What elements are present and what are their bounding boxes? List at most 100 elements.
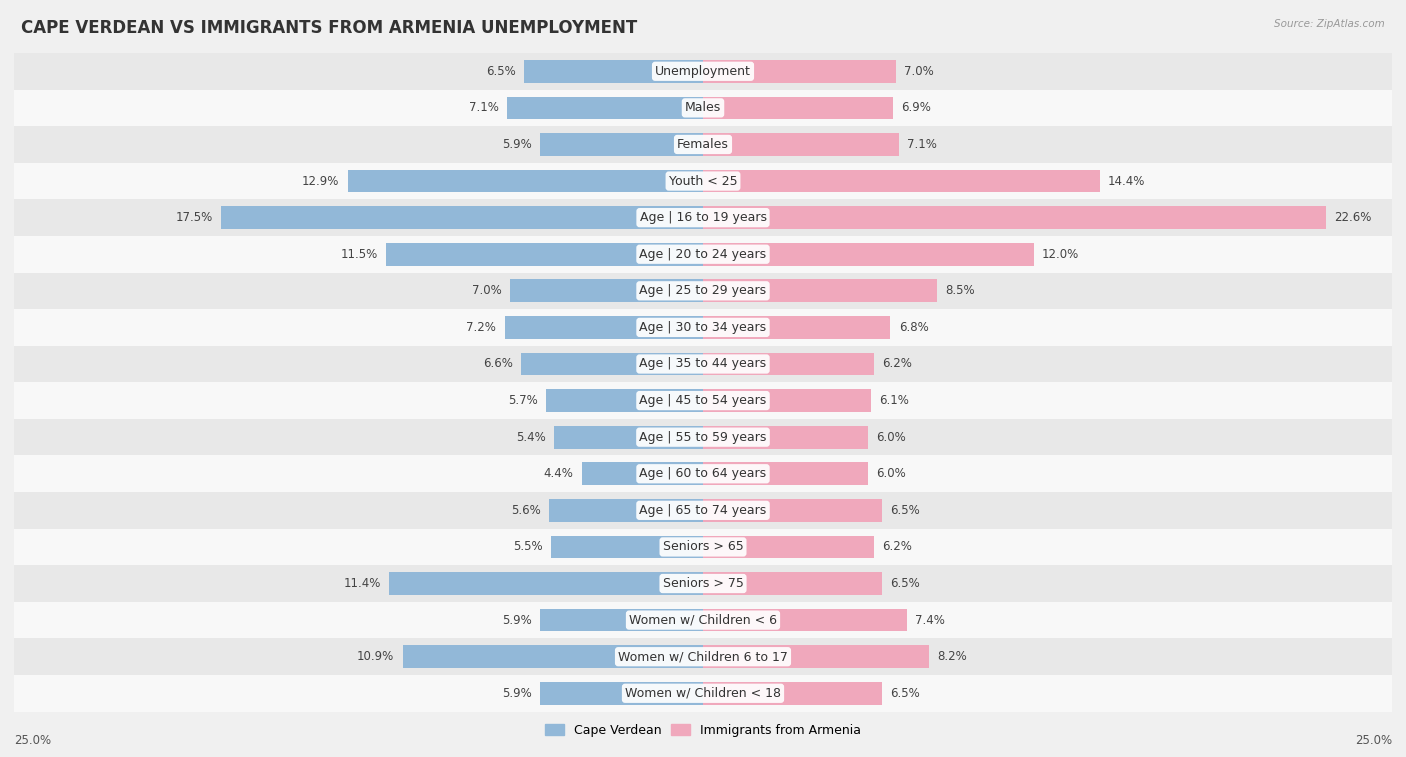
Text: 14.4%: 14.4% bbox=[1108, 175, 1146, 188]
Text: 25.0%: 25.0% bbox=[1355, 734, 1392, 746]
Text: 5.9%: 5.9% bbox=[502, 614, 531, 627]
Bar bbox=[14, 456, 1392, 492]
Text: 12.0%: 12.0% bbox=[1042, 248, 1080, 260]
Bar bbox=[14, 53, 1392, 89]
Bar bbox=[14, 346, 1392, 382]
Text: Youth < 25: Youth < 25 bbox=[669, 175, 737, 188]
Text: Males: Males bbox=[685, 101, 721, 114]
Text: 6.9%: 6.9% bbox=[901, 101, 931, 114]
Text: CAPE VERDEAN VS IMMIGRANTS FROM ARMENIA UNEMPLOYMENT: CAPE VERDEAN VS IMMIGRANTS FROM ARMENIA … bbox=[21, 19, 637, 37]
Text: Age | 30 to 34 years: Age | 30 to 34 years bbox=[640, 321, 766, 334]
Text: Women w/ Children 6 to 17: Women w/ Children 6 to 17 bbox=[619, 650, 787, 663]
Text: Age | 25 to 29 years: Age | 25 to 29 years bbox=[640, 285, 766, 298]
Bar bbox=[703, 133, 898, 156]
Text: 25.0%: 25.0% bbox=[14, 734, 51, 746]
Bar bbox=[540, 682, 703, 705]
Bar bbox=[347, 170, 703, 192]
Bar bbox=[703, 426, 869, 448]
Bar bbox=[14, 163, 1392, 199]
Text: 4.4%: 4.4% bbox=[544, 467, 574, 480]
Text: Age | 55 to 59 years: Age | 55 to 59 years bbox=[640, 431, 766, 444]
Text: 5.9%: 5.9% bbox=[502, 687, 531, 699]
Text: Seniors > 75: Seniors > 75 bbox=[662, 577, 744, 590]
Text: 8.5%: 8.5% bbox=[945, 285, 976, 298]
Text: 6.0%: 6.0% bbox=[876, 467, 907, 480]
Text: 6.8%: 6.8% bbox=[898, 321, 928, 334]
Bar bbox=[703, 170, 1099, 192]
Text: 5.7%: 5.7% bbox=[508, 394, 537, 407]
Bar bbox=[524, 60, 703, 83]
Text: Unemployment: Unemployment bbox=[655, 65, 751, 78]
Bar bbox=[703, 646, 929, 668]
Bar bbox=[508, 97, 703, 119]
Bar bbox=[703, 97, 893, 119]
Bar bbox=[510, 279, 703, 302]
Bar bbox=[14, 638, 1392, 675]
Bar bbox=[582, 463, 703, 485]
Text: 10.9%: 10.9% bbox=[357, 650, 394, 663]
Bar bbox=[548, 499, 703, 522]
Text: 6.5%: 6.5% bbox=[890, 504, 920, 517]
Bar bbox=[703, 353, 875, 375]
Bar bbox=[505, 316, 703, 338]
Bar bbox=[546, 389, 703, 412]
Bar bbox=[14, 273, 1392, 309]
Text: Age | 45 to 54 years: Age | 45 to 54 years bbox=[640, 394, 766, 407]
Text: 22.6%: 22.6% bbox=[1334, 211, 1371, 224]
Bar bbox=[14, 419, 1392, 456]
Bar bbox=[522, 353, 703, 375]
Text: 7.2%: 7.2% bbox=[467, 321, 496, 334]
Bar bbox=[14, 528, 1392, 565]
Text: 7.0%: 7.0% bbox=[904, 65, 934, 78]
Text: 7.0%: 7.0% bbox=[472, 285, 502, 298]
Bar bbox=[554, 426, 703, 448]
Text: Age | 20 to 24 years: Age | 20 to 24 years bbox=[640, 248, 766, 260]
Text: Females: Females bbox=[678, 138, 728, 151]
Bar bbox=[540, 609, 703, 631]
Bar bbox=[703, 389, 872, 412]
Bar bbox=[703, 682, 882, 705]
Bar bbox=[703, 572, 882, 595]
Text: 5.9%: 5.9% bbox=[502, 138, 531, 151]
Bar bbox=[389, 572, 703, 595]
Text: 7.4%: 7.4% bbox=[915, 614, 945, 627]
Text: Seniors > 65: Seniors > 65 bbox=[662, 540, 744, 553]
Text: 8.2%: 8.2% bbox=[938, 650, 967, 663]
Text: 11.5%: 11.5% bbox=[340, 248, 378, 260]
Bar bbox=[14, 492, 1392, 528]
Text: Age | 65 to 74 years: Age | 65 to 74 years bbox=[640, 504, 766, 517]
Bar bbox=[387, 243, 703, 266]
Bar bbox=[703, 243, 1033, 266]
Text: 6.0%: 6.0% bbox=[876, 431, 907, 444]
Text: 5.6%: 5.6% bbox=[510, 504, 540, 517]
Bar bbox=[703, 536, 875, 558]
Legend: Cape Verdean, Immigrants from Armenia: Cape Verdean, Immigrants from Armenia bbox=[540, 718, 866, 742]
Text: Women w/ Children < 18: Women w/ Children < 18 bbox=[626, 687, 780, 699]
Bar bbox=[14, 89, 1392, 126]
Bar bbox=[703, 499, 882, 522]
Text: Age | 16 to 19 years: Age | 16 to 19 years bbox=[640, 211, 766, 224]
Bar bbox=[703, 316, 890, 338]
Bar bbox=[703, 609, 907, 631]
Bar bbox=[14, 675, 1392, 712]
Bar bbox=[703, 279, 938, 302]
Bar bbox=[221, 207, 703, 229]
Bar bbox=[703, 207, 1326, 229]
Text: Age | 60 to 64 years: Age | 60 to 64 years bbox=[640, 467, 766, 480]
Text: 5.5%: 5.5% bbox=[513, 540, 543, 553]
Bar bbox=[540, 133, 703, 156]
Text: 6.2%: 6.2% bbox=[882, 357, 912, 370]
Bar bbox=[14, 236, 1392, 273]
Bar bbox=[14, 126, 1392, 163]
Bar bbox=[14, 382, 1392, 419]
Text: 7.1%: 7.1% bbox=[907, 138, 936, 151]
Text: 17.5%: 17.5% bbox=[176, 211, 212, 224]
Text: 6.1%: 6.1% bbox=[879, 394, 910, 407]
Bar bbox=[551, 536, 703, 558]
Text: 6.6%: 6.6% bbox=[484, 357, 513, 370]
Text: Age | 35 to 44 years: Age | 35 to 44 years bbox=[640, 357, 766, 370]
Bar bbox=[14, 199, 1392, 236]
Text: 6.5%: 6.5% bbox=[890, 687, 920, 699]
Text: Source: ZipAtlas.com: Source: ZipAtlas.com bbox=[1274, 19, 1385, 29]
Text: 5.4%: 5.4% bbox=[516, 431, 546, 444]
